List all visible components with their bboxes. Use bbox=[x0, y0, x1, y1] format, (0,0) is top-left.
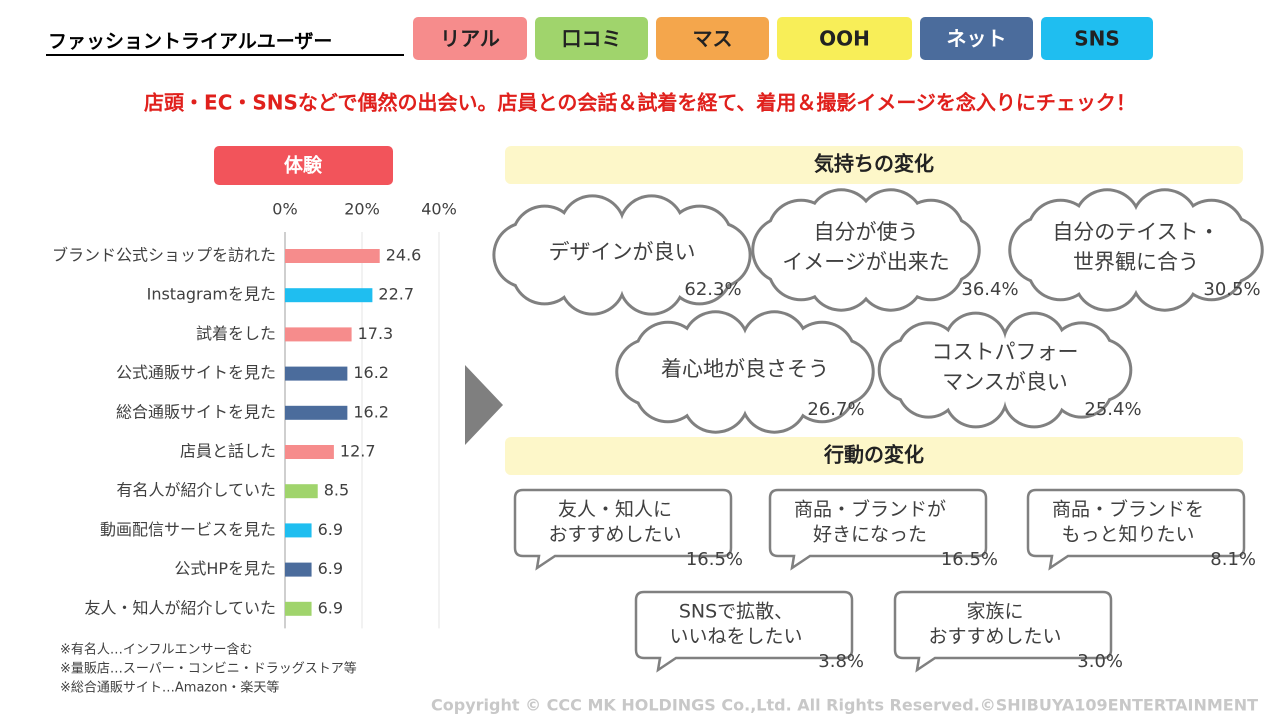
bar bbox=[285, 523, 312, 538]
tag-label: マス bbox=[693, 27, 733, 51]
cloud-fill bbox=[785, 221, 947, 279]
bar bbox=[285, 327, 352, 342]
percent-label: 3.8% bbox=[818, 651, 864, 672]
tag bbox=[920, 17, 1033, 60]
chart-title-box bbox=[214, 146, 393, 185]
bubble-text: SNSで拡散、 bbox=[679, 601, 793, 623]
x-tick-label: 20% bbox=[344, 200, 380, 219]
value-label: 22.7 bbox=[378, 285, 414, 304]
speech-bubble bbox=[768, 488, 988, 571]
value-label: 6.9 bbox=[318, 598, 343, 617]
bubble-text: おすすめしたい bbox=[548, 524, 681, 546]
bar bbox=[285, 249, 380, 263]
y-tick-label: 試着をした bbox=[196, 324, 276, 343]
y-tick-label: 有名人が紹介していた bbox=[116, 481, 276, 500]
percent-label: 3.0% bbox=[1077, 651, 1123, 672]
section-header bbox=[505, 437, 1243, 475]
bar bbox=[285, 405, 348, 420]
bubble-text: 好きになった bbox=[813, 524, 927, 546]
value-label: 16.2 bbox=[353, 363, 389, 382]
y-tick-label: 公式HPを見た bbox=[174, 559, 276, 578]
tag bbox=[535, 17, 648, 60]
cloud-fill bbox=[526, 226, 718, 284]
cloud-text: マンスが良い bbox=[942, 370, 1068, 394]
percent-label: 25.4% bbox=[1084, 399, 1141, 420]
bar bbox=[285, 484, 318, 499]
y-tick-label: 総合通販サイトを見た bbox=[116, 402, 276, 421]
header-title: ファッショントライアルユーザー bbox=[48, 31, 332, 53]
bubble-text: おすすめしたい bbox=[928, 626, 1061, 648]
tag bbox=[413, 17, 527, 60]
bubble-text: いいねをしたい bbox=[669, 626, 802, 648]
value-label: 12.7 bbox=[340, 442, 376, 461]
cloud-text: 着心地が良さそう bbox=[661, 357, 829, 381]
section-title: 行動の変化 bbox=[823, 443, 924, 467]
percent-label: 30.5% bbox=[1203, 279, 1260, 300]
y-tick-label: 動画配信サービスを見た bbox=[100, 520, 276, 539]
x-tick-label: 40% bbox=[421, 200, 457, 219]
percent-label: 16.5% bbox=[941, 549, 998, 570]
bar bbox=[285, 562, 312, 577]
cloud-fill bbox=[910, 342, 1100, 398]
cloud-text: イメージが出来た bbox=[782, 250, 950, 274]
bubble-text: 友人・知人に bbox=[558, 499, 672, 521]
speech-bubble bbox=[893, 590, 1113, 673]
cloud-fill bbox=[649, 343, 841, 401]
value-label: 17.3 bbox=[358, 324, 394, 343]
tag-label: OOH bbox=[819, 27, 870, 51]
bar bbox=[285, 601, 312, 616]
bubble-text: 家族に bbox=[966, 601, 1023, 623]
tag-label: 口コミ bbox=[562, 27, 622, 51]
cloud-text: 世界観に合う bbox=[1073, 250, 1199, 274]
value-label: 6.9 bbox=[318, 559, 343, 578]
chart-title: 体験 bbox=[284, 154, 323, 177]
copyright: Copyright © CCC MK HOLDINGS Co.,Ltd. All… bbox=[431, 696, 1258, 715]
y-tick-label: ブランド公式ショップを訪れた bbox=[52, 246, 276, 265]
bubble-text: もっと知りたい bbox=[1061, 524, 1194, 546]
cloud-fill bbox=[1042, 221, 1230, 279]
tag bbox=[656, 17, 769, 60]
y-tick-label: 公式通販サイトを見た bbox=[116, 363, 276, 382]
section-header bbox=[505, 146, 1243, 184]
speech-bubble bbox=[634, 590, 854, 673]
tag bbox=[777, 17, 912, 60]
note: ※有名人…インフルエンサー含む bbox=[60, 642, 253, 658]
y-tick-label: Instagramを見た bbox=[147, 285, 276, 304]
tag-label: ネット bbox=[947, 27, 1007, 51]
tag-label: リアル bbox=[440, 27, 500, 51]
value-label: 8.5 bbox=[324, 481, 349, 500]
cloud-text: デザインが良い bbox=[549, 240, 696, 264]
percent-label: 36.4% bbox=[961, 279, 1018, 300]
percent-label: 26.7% bbox=[807, 399, 864, 420]
value-label: 16.2 bbox=[353, 402, 389, 421]
cloud-text: 自分のテイスト・ bbox=[1052, 220, 1219, 244]
percent-label: 62.3% bbox=[684, 279, 741, 300]
value-label: 24.6 bbox=[386, 246, 422, 265]
percent-label: 8.1% bbox=[1210, 549, 1256, 570]
bar bbox=[285, 445, 334, 459]
section-title: 気持ちの変化 bbox=[814, 152, 934, 176]
x-tick-label: 0% bbox=[272, 200, 297, 219]
speech-bubble bbox=[1026, 488, 1246, 571]
value-label: 6.9 bbox=[318, 520, 343, 539]
tag-label: SNS bbox=[1074, 27, 1120, 51]
note: ※総合通販サイト…Amazon・楽天等 bbox=[60, 680, 279, 696]
bubble-text: 商品・ブランドが bbox=[794, 498, 946, 521]
bubble-text: 商品・ブランドを bbox=[1052, 498, 1204, 521]
subtitle: 店頭・EC・SNSなどで偶然の出会い。店員との会話＆試着を経て、着用＆撮影イメー… bbox=[144, 91, 1136, 115]
cloud-text: コストパフォー bbox=[932, 340, 1079, 364]
y-tick-label: 店員と話した bbox=[180, 442, 276, 461]
speech-bubble bbox=[513, 488, 733, 571]
bar bbox=[285, 288, 373, 303]
bar bbox=[285, 366, 348, 381]
tag bbox=[1041, 17, 1153, 60]
cloud-text: 自分が使う bbox=[814, 220, 919, 244]
arrow bbox=[465, 365, 503, 445]
y-tick-label: 友人・知人が紹介していた bbox=[84, 598, 276, 617]
note: ※量販店…スーパー・コンビニ・ドラッグストア等 bbox=[60, 661, 357, 677]
percent-label: 16.5% bbox=[686, 549, 743, 570]
